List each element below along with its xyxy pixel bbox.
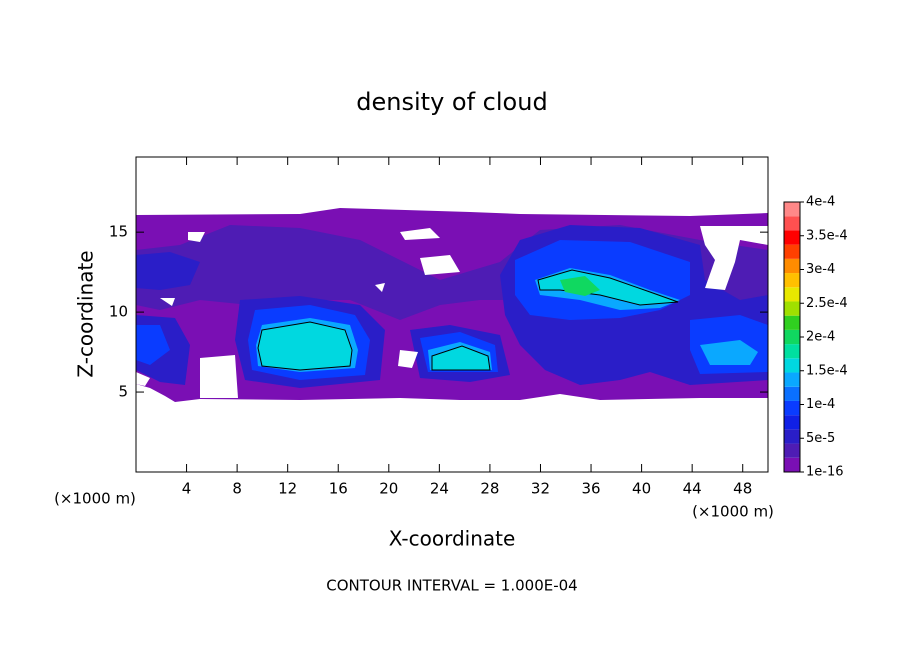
colorbar-band <box>784 315 800 330</box>
colorbar-tick-label: 1.5e-4 <box>806 363 848 378</box>
y-tick-label: 10 <box>109 303 128 321</box>
x-tick-label: 20 <box>379 480 398 498</box>
colorbar-band <box>784 244 800 259</box>
y-axis-label: Z-coordinate <box>74 250 98 377</box>
x-tick-label: 12 <box>278 480 297 498</box>
colorbar-band <box>784 344 800 359</box>
colorbar-band <box>784 273 800 288</box>
colorbar-tick-label: 4e-4 <box>806 195 835 210</box>
colorbar-band <box>784 202 800 217</box>
colorbar-band <box>784 230 800 245</box>
no-cloud-region <box>136 226 768 398</box>
colorbar-band <box>784 216 800 231</box>
x-tick-label: 8 <box>232 480 242 498</box>
x-tick-label: 48 <box>733 480 752 498</box>
x-tick-label: 28 <box>480 480 499 498</box>
colorbar-band <box>784 258 800 274</box>
x-tick-label: 40 <box>632 480 651 498</box>
chart-title: density of cloud <box>356 88 547 116</box>
x-tick-label: 44 <box>683 480 702 498</box>
x-unit-label: (×1000 m) <box>692 503 774 521</box>
y-tick-label: 15 <box>109 223 128 241</box>
colorbar-band <box>784 386 800 401</box>
y-tick-label: 5 <box>118 383 128 401</box>
x-tick-label: 32 <box>531 480 550 498</box>
colorbar-tick-label: 3e-4 <box>806 262 835 277</box>
x-tick-label: 36 <box>581 480 600 498</box>
colorbar-tick-label: 5e-5 <box>806 431 835 446</box>
plot-frame <box>135 156 769 473</box>
x-tick-label: 16 <box>329 480 348 498</box>
colorbar-band <box>784 457 800 472</box>
colorbar-band <box>784 443 800 458</box>
colorbar-tick-label: 1e-16 <box>806 465 844 480</box>
colorbar-band <box>784 329 800 345</box>
x-tick-label: 4 <box>182 480 192 498</box>
contour-field <box>136 208 768 402</box>
contour-region <box>560 276 600 296</box>
colorbar-tick-label: 1e-4 <box>806 397 835 412</box>
colorbar-band <box>784 358 800 373</box>
colorbar-tick-label: 2e-4 <box>806 330 835 345</box>
colorbar-band <box>784 287 800 302</box>
contour-region <box>257 269 679 371</box>
colorbar-tick-label: 2.5e-4 <box>806 296 848 311</box>
contour-interval-note: CONTOUR INTERVAL = 1.000E-04 <box>326 577 577 595</box>
colorbar-band <box>784 415 800 430</box>
colorbar-band <box>784 400 800 416</box>
colorbar-band <box>784 429 800 444</box>
x-unit-label: (×1000 m) <box>54 490 136 508</box>
colorbar-band <box>784 301 800 316</box>
x-axis-label: X-coordinate <box>389 527 516 551</box>
x-tick-label: 24 <box>430 480 449 498</box>
colorbar-tick-label: 3.5e-4 <box>806 228 848 243</box>
colorbar-band <box>784 372 800 387</box>
